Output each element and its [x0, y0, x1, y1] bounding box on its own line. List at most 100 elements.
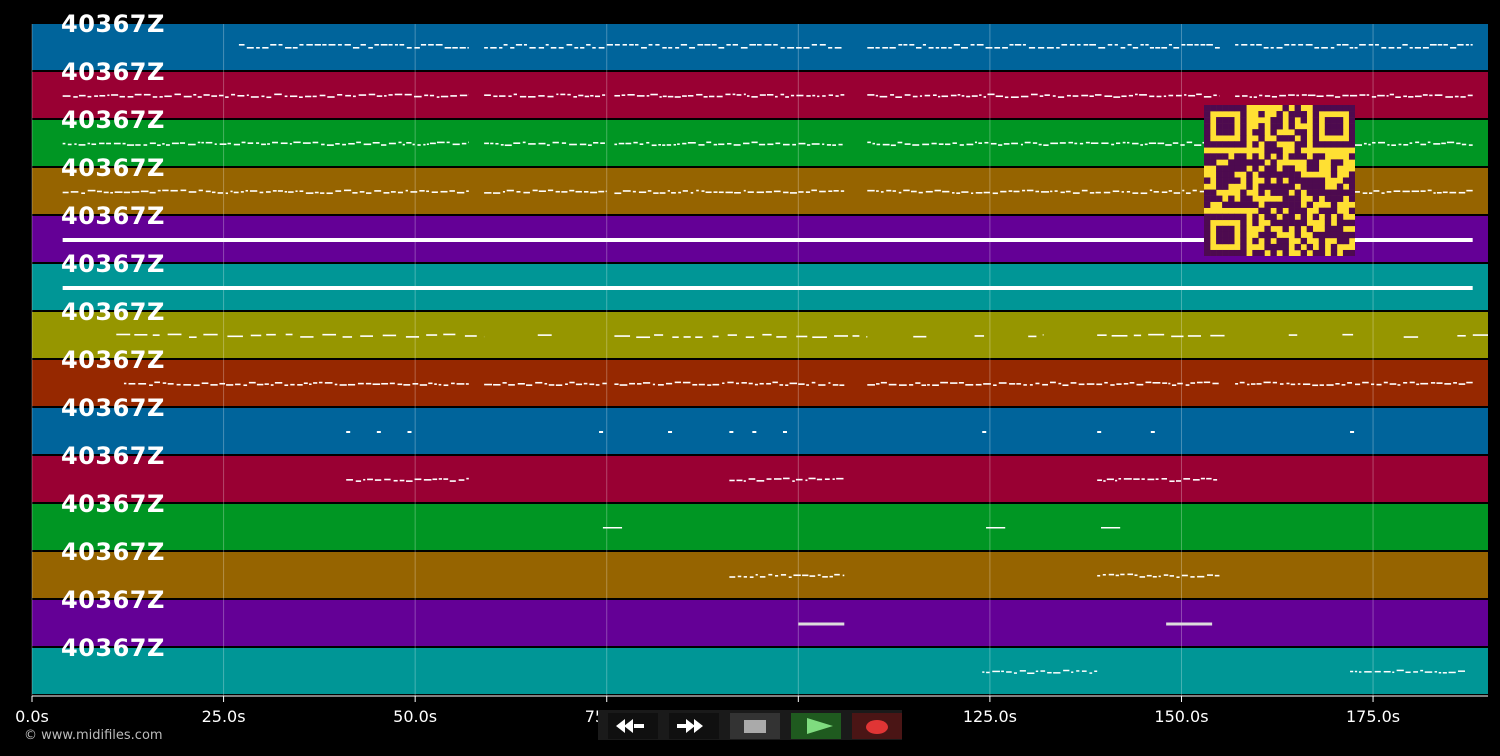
note [1177, 382, 1183, 385]
note [538, 142, 546, 145]
note [1342, 44, 1349, 46]
note [1415, 141, 1420, 144]
note [335, 190, 342, 192]
note [367, 478, 373, 481]
note [1457, 334, 1466, 337]
note [707, 384, 712, 386]
note [1354, 144, 1362, 146]
note [493, 95, 498, 98]
note [1335, 383, 1340, 385]
stop-button[interactable] [730, 713, 780, 739]
note [1457, 44, 1464, 46]
note [1398, 143, 1402, 146]
note [1185, 384, 1190, 386]
note [406, 480, 413, 482]
note [915, 47, 922, 49]
note [1134, 574, 1138, 577]
note [775, 575, 779, 577]
note [605, 190, 607, 193]
note [1026, 189, 1034, 192]
note [436, 96, 440, 98]
note [931, 142, 937, 145]
note [1168, 382, 1171, 385]
note [689, 47, 696, 49]
note [174, 93, 181, 96]
note [875, 94, 879, 97]
note [1044, 94, 1050, 96]
note [1106, 478, 1114, 481]
note [1089, 44, 1096, 46]
note [149, 191, 156, 194]
note [1081, 670, 1087, 672]
note [867, 47, 874, 49]
note [1449, 191, 1457, 194]
play-button[interactable] [791, 713, 841, 739]
note [414, 47, 420, 49]
note [1077, 44, 1081, 46]
note [233, 143, 241, 146]
note [290, 95, 298, 98]
note [701, 190, 705, 192]
note [1145, 381, 1152, 384]
note [1200, 44, 1206, 46]
note [561, 191, 568, 193]
note [326, 144, 334, 146]
note [803, 47, 810, 49]
note [806, 95, 811, 97]
note [1090, 142, 1099, 145]
note [1120, 47, 1126, 49]
note [355, 480, 362, 482]
note [976, 44, 984, 46]
note [1133, 478, 1140, 480]
note [595, 384, 600, 386]
note [484, 383, 492, 386]
note [904, 94, 911, 96]
note [654, 334, 664, 336]
note [785, 96, 789, 98]
note [898, 44, 903, 46]
note [587, 144, 592, 146]
fast-forward-button[interactable] [669, 713, 719, 739]
note [1003, 143, 1010, 145]
note [1002, 47, 1008, 49]
note [1444, 383, 1452, 385]
note [538, 47, 545, 49]
note [970, 44, 975, 46]
note [1169, 480, 1175, 483]
note [703, 96, 708, 98]
rewind-button[interactable] [608, 713, 658, 739]
record-button[interactable] [852, 713, 902, 739]
note [1416, 383, 1420, 386]
note [303, 382, 308, 385]
note [888, 383, 897, 386]
note [1102, 573, 1106, 576]
note [1350, 670, 1354, 673]
track-label: 40367Z [61, 250, 165, 278]
note [718, 143, 725, 146]
note [961, 47, 968, 49]
note [747, 191, 754, 193]
note [1173, 47, 1180, 49]
note [758, 143, 766, 146]
note [1052, 95, 1056, 97]
note [785, 384, 789, 386]
note [289, 143, 292, 145]
note [1150, 431, 1155, 433]
note [1458, 191, 1466, 194]
note [1314, 47, 1320, 49]
note [157, 144, 161, 146]
note [555, 190, 560, 193]
note [548, 384, 555, 386]
note [135, 144, 141, 146]
note [344, 44, 351, 46]
note [798, 191, 804, 193]
note [406, 142, 412, 144]
note [586, 44, 591, 46]
note [1355, 383, 1361, 386]
note [1422, 94, 1428, 96]
note [1441, 142, 1446, 145]
note [1372, 141, 1376, 144]
note [974, 141, 977, 144]
note [1202, 141, 1206, 144]
note [788, 576, 792, 578]
